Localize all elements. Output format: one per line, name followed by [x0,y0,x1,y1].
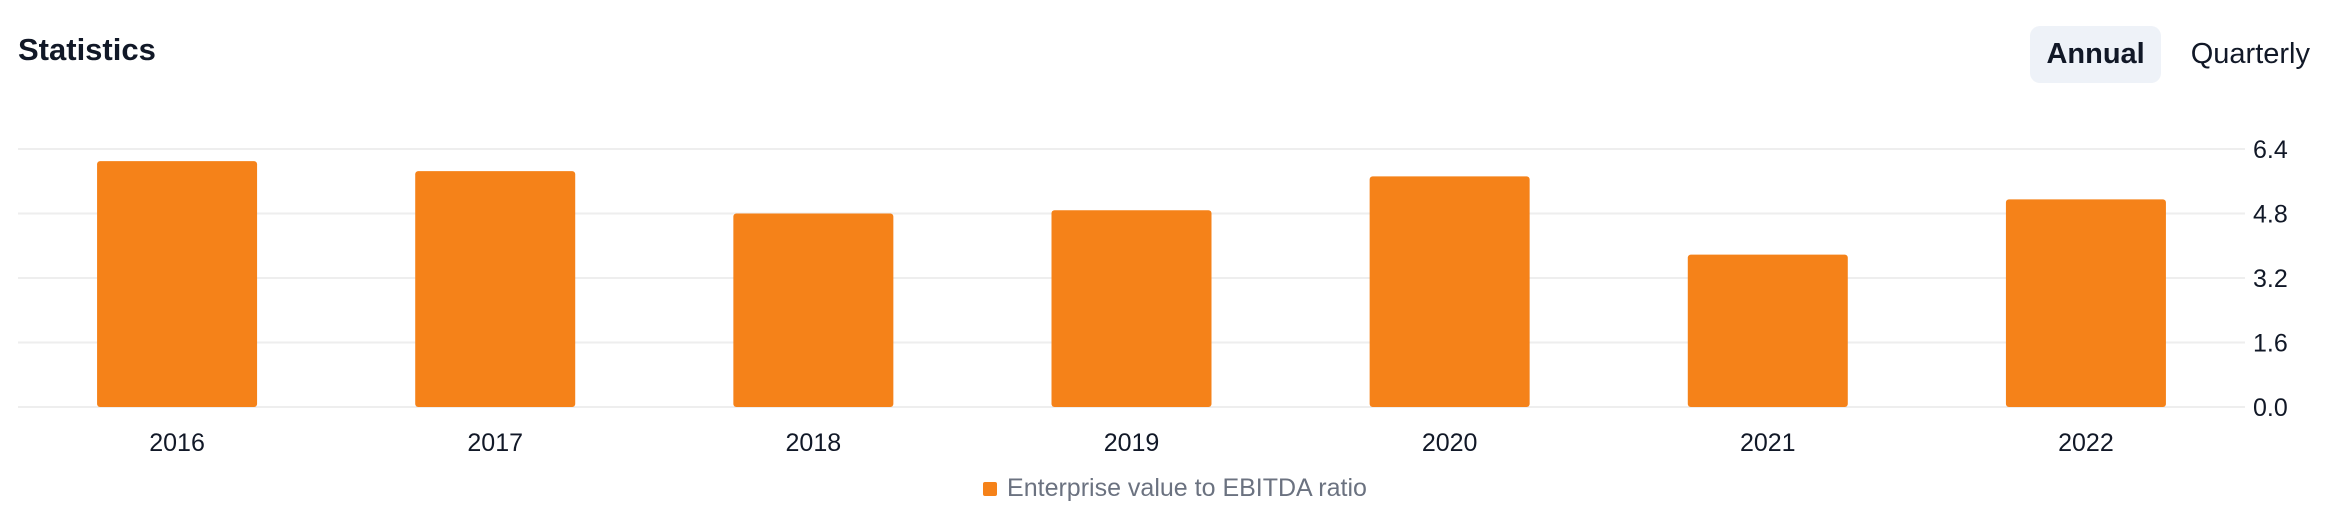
bar-2020[interactable] [1369,176,1530,407]
y-tick-label: 4.8 [2253,201,2288,229]
bar-2017[interactable] [415,171,576,407]
legend-swatch [983,481,998,496]
x-tick-label: 2017 [467,429,523,457]
bar-2022[interactable] [2005,199,2166,407]
bar-2019[interactable] [1051,210,1212,407]
x-tick-label: 2018 [786,429,842,457]
x-tick-label: 2019 [1104,429,1160,457]
tab-quarterly[interactable]: Quarterly [2175,26,2326,83]
x-tick-label: 2020 [1422,429,1478,457]
bar-2016[interactable] [97,161,258,407]
y-tick-label: 6.4 [2253,136,2288,164]
y-tick-label: 1.6 [2253,330,2288,358]
bar-2018[interactable] [733,213,894,408]
x-tick-label: 2021 [1740,429,1796,457]
y-tick-label: 0.0 [2253,394,2288,422]
legend-label: Enterprise value to EBITDA ratio [1007,474,1367,502]
period-toggle: Annual Quarterly [2030,26,2326,83]
page-title: Statistics [18,32,156,67]
chart-legend: Enterprise value to EBITDA ratio [0,474,2350,503]
x-tick-label: 2022 [2058,429,2114,457]
tab-annual[interactable]: Annual [2030,26,2161,83]
y-tick-label: 3.2 [2253,265,2288,293]
x-tick-label: 2016 [149,429,205,457]
bar-2021[interactable] [1687,254,1848,407]
